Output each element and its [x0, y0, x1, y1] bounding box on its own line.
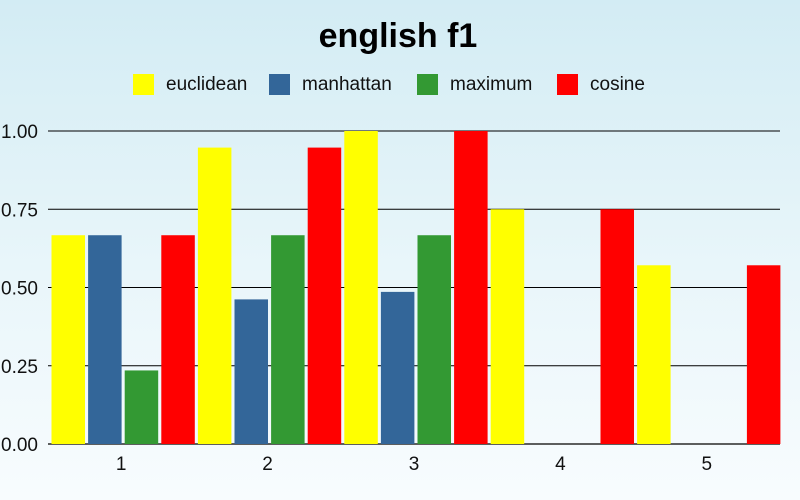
- legend-label-cosine: cosine: [590, 74, 645, 95]
- bar-maximum-1: [124, 370, 159, 444]
- y-tick-label: 1.00: [1, 122, 38, 143]
- y-axis: 0.00 0.25 0.50 0.75 1.00: [1, 122, 38, 456]
- y-tick-label: 0.75: [1, 200, 38, 221]
- legend: euclidean manhattan maximum cosine: [133, 74, 645, 95]
- legend-swatch-euclidean: [133, 74, 154, 95]
- bar-euclidean-2: [197, 147, 232, 445]
- legend-swatch-manhattan: [269, 74, 290, 95]
- bar-manhattan-3: [380, 291, 415, 444]
- bar-cosine-5: [746, 265, 781, 444]
- bar-cosine-4: [600, 209, 634, 444]
- bar-cosine-2: [307, 147, 342, 445]
- bar-cosine-1: [161, 235, 195, 444]
- bar-euclidean-5: [637, 265, 671, 444]
- y-tick-label: 0.00: [1, 435, 38, 456]
- legend-label-euclidean: euclidean: [166, 74, 247, 95]
- y-tick-label: 0.50: [1, 279, 38, 300]
- bars: [51, 131, 781, 445]
- x-axis: 1 2 3 4 5: [116, 454, 712, 475]
- legend-swatch-cosine: [557, 74, 578, 95]
- y-tick-label: 0.25: [1, 357, 38, 378]
- x-tick-label: 3: [409, 454, 420, 475]
- bar-euclidean-4: [490, 209, 525, 444]
- bar-cosine-3: [454, 131, 488, 444]
- bar-euclidean-3: [344, 131, 378, 444]
- x-tick-label: 1: [116, 454, 127, 475]
- bar-euclidean-1: [51, 235, 85, 444]
- legend-swatch-maximum: [417, 74, 438, 95]
- legend-label-maximum: maximum: [450, 74, 532, 95]
- bar-manhattan-1: [88, 235, 122, 444]
- chart-title: english f1: [319, 17, 478, 55]
- bar-maximum-3: [417, 235, 451, 444]
- x-tick-label: 4: [555, 454, 566, 475]
- legend-label-manhattan: manhattan: [302, 74, 392, 95]
- x-tick-label: 2: [262, 454, 273, 475]
- x-tick-label: 5: [702, 454, 713, 475]
- bar-maximum-2: [271, 235, 305, 444]
- bar-manhattan-2: [234, 299, 268, 444]
